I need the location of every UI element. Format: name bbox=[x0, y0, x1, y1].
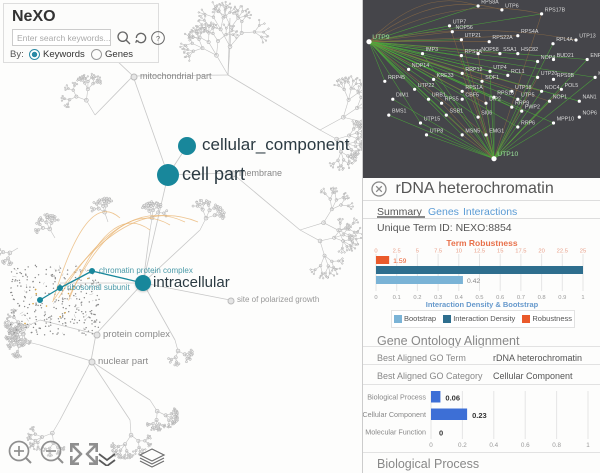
svg-text:UTP9: UTP9 bbox=[372, 34, 390, 41]
svg-text:UTP20: UTP20 bbox=[541, 71, 558, 77]
svg-text:1.59: 1.59 bbox=[393, 258, 406, 265]
svg-text:EMG1: EMG1 bbox=[489, 128, 504, 134]
svg-text:1: 1 bbox=[586, 442, 590, 449]
svg-text:SSB1: SSB1 bbox=[450, 109, 464, 115]
svg-text:RRP12: RRP12 bbox=[465, 67, 482, 73]
svg-text:SSA1: SSA1 bbox=[503, 47, 517, 53]
svg-text:URB1: URB1 bbox=[432, 93, 446, 99]
svg-text:10: 10 bbox=[456, 249, 462, 255]
svg-text:MPP10: MPP10 bbox=[557, 117, 574, 123]
svg-text:RPS1A: RPS1A bbox=[465, 85, 483, 91]
svg-text:0: 0 bbox=[439, 429, 443, 438]
svg-text:Molecular Function: Molecular Function bbox=[365, 428, 426, 437]
svg-text:DIP2: DIP2 bbox=[489, 97, 501, 103]
svg-text:RPS22A: RPS22A bbox=[492, 35, 513, 41]
svg-text:UTP22: UTP22 bbox=[418, 83, 435, 89]
svg-text:0: 0 bbox=[429, 442, 433, 449]
svg-text:7.5: 7.5 bbox=[434, 249, 442, 255]
svg-text:Biological Process: Biological Process bbox=[367, 393, 426, 402]
svg-text:DIM1: DIM1 bbox=[396, 93, 409, 99]
svg-text:UTP6: UTP6 bbox=[505, 3, 519, 9]
svg-text:RCL1: RCL1 bbox=[511, 69, 525, 75]
svg-text:Cellular Component: Cellular Component bbox=[362, 410, 426, 419]
svg-text:RRP6: RRP6 bbox=[521, 121, 535, 127]
svg-text:HSC82: HSC82 bbox=[521, 47, 538, 53]
svg-text:UTP18: UTP18 bbox=[515, 85, 532, 91]
svg-text:UTP8: UTP8 bbox=[430, 128, 444, 134]
svg-text:IMP3: IMP3 bbox=[426, 47, 438, 53]
svg-text:UTP13: UTP13 bbox=[579, 34, 596, 40]
svg-text:0.8: 0.8 bbox=[552, 442, 561, 449]
svg-text:0.42: 0.42 bbox=[467, 278, 480, 285]
svg-text:RPL4A: RPL4A bbox=[556, 37, 573, 43]
svg-text:NAN1: NAN1 bbox=[583, 95, 597, 101]
svg-text:RPS17B: RPS17B bbox=[545, 7, 566, 13]
svg-text:20: 20 bbox=[538, 249, 544, 255]
svg-text:0: 0 bbox=[374, 249, 377, 255]
svg-text:KRE33: KRE33 bbox=[437, 73, 454, 79]
svg-text:UTP21: UTP21 bbox=[465, 33, 482, 39]
svg-text:UTP4: UTP4 bbox=[493, 65, 507, 71]
svg-text:NOP58: NOP58 bbox=[481, 47, 498, 53]
svg-text:NOC4: NOC4 bbox=[545, 85, 560, 91]
svg-text:0.6: 0.6 bbox=[521, 442, 530, 449]
svg-text:UTP10: UTP10 bbox=[497, 151, 518, 158]
svg-text:NOP56: NOP56 bbox=[456, 25, 473, 31]
svg-text:RPS9B: RPS9B bbox=[557, 73, 575, 79]
svg-text:SI06: SI06 bbox=[481, 111, 492, 117]
svg-text:NOP14: NOP14 bbox=[412, 63, 429, 69]
svg-text:PWP2: PWP2 bbox=[525, 105, 540, 111]
svg-text:RRP45: RRP45 bbox=[388, 75, 405, 81]
svg-text:?: ? bbox=[156, 34, 160, 43]
svg-text:0.4: 0.4 bbox=[489, 442, 498, 449]
svg-text:RPS8A: RPS8A bbox=[481, 0, 499, 6]
svg-text:NOP6: NOP6 bbox=[583, 111, 597, 117]
svg-text:NOP1: NOP1 bbox=[553, 95, 567, 101]
svg-text:MSN5: MSN5 bbox=[465, 128, 480, 134]
svg-text:5: 5 bbox=[416, 249, 419, 255]
svg-text:BMS1: BMS1 bbox=[392, 109, 406, 115]
svg-text:0.06: 0.06 bbox=[445, 394, 460, 403]
svg-text:RPS4A: RPS4A bbox=[521, 29, 539, 35]
svg-text:15: 15 bbox=[497, 249, 503, 255]
svg-text:SOF1: SOF1 bbox=[485, 75, 499, 81]
svg-text:22.5: 22.5 bbox=[557, 249, 568, 255]
svg-text:CBF5: CBF5 bbox=[465, 93, 479, 99]
svg-text:RPS5: RPS5 bbox=[445, 97, 459, 103]
svg-text:UTP5: UTP5 bbox=[521, 93, 535, 99]
svg-text:POL5: POL5 bbox=[565, 83, 579, 89]
svg-text:0.2: 0.2 bbox=[458, 442, 467, 449]
svg-text:25: 25 bbox=[580, 249, 586, 255]
svg-text:UTP15: UTP15 bbox=[424, 117, 441, 123]
svg-text:ENP1: ENP1 bbox=[590, 53, 600, 59]
svg-text:RPS7A: RPS7A bbox=[465, 49, 483, 55]
svg-text:BUD21: BUD21 bbox=[557, 53, 574, 59]
svg-text:17.5: 17.5 bbox=[515, 249, 526, 255]
svg-text:0.23: 0.23 bbox=[472, 411, 487, 420]
svg-text:12.5: 12.5 bbox=[474, 249, 485, 255]
svg-text:2.5: 2.5 bbox=[393, 249, 401, 255]
